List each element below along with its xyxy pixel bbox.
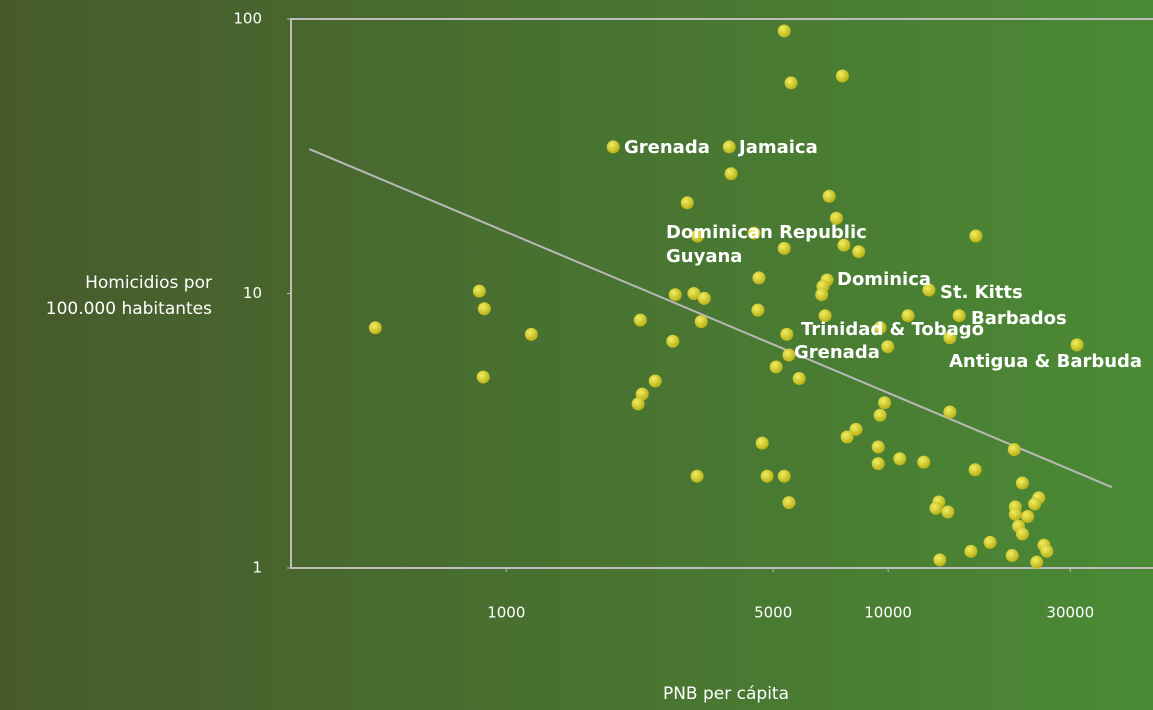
scatter-point <box>694 315 708 329</box>
scatter-point <box>929 501 943 515</box>
annotation: Jamaica <box>737 137 818 158</box>
scatter-point <box>477 302 491 316</box>
scatter-point <box>893 452 907 466</box>
scatter-point <box>901 309 915 323</box>
scatter-point <box>476 370 490 384</box>
scatter-point <box>752 271 766 285</box>
trend-line <box>308 148 1113 489</box>
scatter-point <box>983 535 997 549</box>
scatter-point <box>829 211 843 225</box>
scatter-point <box>917 455 931 469</box>
scatter-point <box>606 140 620 154</box>
scatter-point <box>777 241 791 255</box>
scatter-point <box>943 331 957 345</box>
scatter-point <box>969 229 983 243</box>
y-tick-label: 100 <box>233 10 262 28</box>
scatter-point <box>1015 476 1029 490</box>
annotation: St. Kitts <box>940 282 1023 303</box>
annotation: Antigua & Barbuda <box>949 351 1142 372</box>
scatter-point <box>690 469 704 483</box>
scatter-point <box>691 229 705 243</box>
scatter-point <box>1015 527 1029 541</box>
scatter-point <box>635 387 649 401</box>
scatter-point <box>368 321 382 335</box>
x-tick-label: 10000 <box>864 604 912 622</box>
scatter-point <box>784 76 798 90</box>
scatter-point <box>648 374 662 388</box>
scatter-point <box>1030 555 1044 569</box>
scatter-point <box>818 309 832 323</box>
annotation: Grenada <box>794 342 880 363</box>
scatter-point <box>792 372 806 386</box>
scatter-point <box>941 505 955 519</box>
scatter-point <box>878 396 892 410</box>
scatter-point <box>724 167 738 181</box>
scatter-point <box>472 284 486 298</box>
scatter-point <box>780 327 794 341</box>
y-tick-label: 1 <box>252 559 262 577</box>
scatter-point <box>968 463 982 477</box>
scatter-point <box>943 405 957 419</box>
scatter-point <box>760 469 774 483</box>
scatter-point <box>782 496 796 510</box>
scatter-point <box>747 226 761 240</box>
y-axis-label: Homicidios por <box>85 273 212 293</box>
scatter-point <box>782 348 796 362</box>
scatter-point <box>871 440 885 454</box>
scatter-point <box>881 340 895 354</box>
scatter-point <box>769 360 783 374</box>
scatter-point <box>687 287 701 300</box>
scatter-point <box>1028 497 1042 511</box>
annotation: Barbados <box>971 308 1067 329</box>
scatter-point <box>633 313 647 327</box>
scatter-point <box>777 24 791 38</box>
x-axis-label: PNB per cápita <box>663 684 789 704</box>
scatter-point <box>922 283 936 297</box>
y-axis-label: 100.000 habitantes <box>46 299 212 319</box>
scatter-point <box>952 309 966 323</box>
annotation: Dominican Republic <box>666 222 867 243</box>
annotation: Dominica <box>837 269 931 290</box>
scatter-point <box>668 288 682 302</box>
scatter-point <box>1040 544 1054 558</box>
scatter-point <box>722 140 736 154</box>
scatter-point <box>873 321 887 335</box>
scatter-point <box>822 189 836 203</box>
x-tick-label: 1000 <box>487 604 525 622</box>
scatter-point <box>840 430 854 444</box>
annotation: Trinidad & Tobago <box>801 319 984 340</box>
scatter-point <box>1070 338 1084 352</box>
scatter-point <box>666 334 680 348</box>
scatter-point <box>1008 507 1022 521</box>
scatter-point <box>1005 549 1019 563</box>
scatter-point <box>1021 510 1035 524</box>
scatter-point <box>1007 443 1021 457</box>
scatter-point <box>631 397 645 411</box>
scatter-point <box>835 69 849 83</box>
y-tick-label: 10 <box>243 284 262 302</box>
scatter-point <box>933 553 947 567</box>
x-tick-label: 30000 <box>1046 604 1094 622</box>
scatter-point <box>849 422 863 436</box>
scatter-point <box>680 196 694 210</box>
scatter-point <box>777 469 791 483</box>
scatter-point <box>755 436 769 450</box>
scatter-point <box>815 288 829 302</box>
scatter-point <box>964 544 978 558</box>
annotation: Guyana <box>666 246 742 267</box>
scatter-point <box>697 291 711 305</box>
scatter-point <box>524 327 538 341</box>
annotation: Grenada <box>624 137 710 158</box>
scatter-point <box>837 238 851 252</box>
scatter-point <box>873 408 887 422</box>
x-tick-label: 5000 <box>754 604 792 622</box>
scatter-point <box>871 457 885 471</box>
scatter-point <box>852 245 866 259</box>
scatter-point <box>751 303 765 317</box>
